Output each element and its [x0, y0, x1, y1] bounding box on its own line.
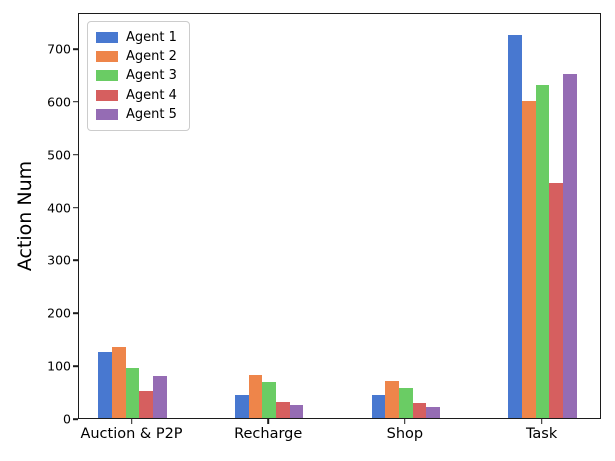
y-tick-label: 200 [47, 305, 71, 321]
legend-label: Agent 3 [126, 68, 177, 84]
y-tick-mark [73, 101, 78, 103]
legend-label: Agent 2 [126, 49, 177, 65]
legend-label: Agent 4 [126, 87, 177, 103]
bar-agent-2-1 [248, 375, 263, 418]
y-tick-label: 700 [47, 41, 71, 57]
x-tick-mark [404, 419, 406, 424]
x-tick-mark [130, 419, 133, 424]
y-tick-label: 0 [63, 411, 71, 427]
bar-agent-3-1 [262, 382, 277, 418]
y-tick-label: 400 [47, 200, 71, 216]
bar-agent-5-0 [153, 375, 167, 418]
y-tick-label: 600 [47, 94, 71, 110]
legend-entry-3: Agent 3 [96, 67, 177, 85]
bar-agent-4-2 [412, 403, 427, 418]
bar-agent-5-2 [426, 407, 441, 418]
y-tick-mark [73, 153, 78, 156]
bar-agent-5-3 [563, 74, 577, 418]
bar-agent-2-0 [111, 346, 126, 418]
x-tick-label: Recharge [234, 426, 303, 442]
legend-label: Agent 1 [126, 29, 177, 45]
legend: Agent 1 Agent 2 Agent 3 Agent 4 Agent 5 [87, 21, 190, 131]
bar-agent-3-0 [125, 367, 140, 418]
y-tick-mark [73, 206, 78, 209]
bar-agent-3-3 [535, 84, 550, 418]
bar-agent-4-1 [276, 402, 290, 418]
x-tick-label: Shop [386, 426, 424, 442]
legend-swatch-icon [96, 109, 118, 121]
x-tick-label: Task [525, 426, 558, 442]
legend-swatch-icon [96, 70, 118, 82]
legend-swatch-icon [96, 89, 118, 101]
y-tick-mark [73, 312, 78, 315]
bar-agent-1-1 [235, 394, 249, 418]
y-tick-mark [73, 418, 78, 420]
legend-label: Agent 5 [126, 107, 177, 123]
x-tick-mark [540, 419, 543, 424]
plot-area: Agent 1 Agent 2 Agent 3 Agent 4 Agent 5 [78, 13, 601, 419]
legend-entry-1: Agent 1 [96, 28, 177, 46]
bar-agent-3-2 [399, 387, 413, 418]
x-tick-mark [267, 419, 269, 424]
legend-swatch-icon [96, 31, 118, 43]
bar-agent-4-3 [549, 182, 564, 418]
bar-agent-1-0 [98, 351, 112, 418]
legend-entry-5: Agent 5 [96, 106, 177, 124]
bar-agent-2-2 [385, 381, 400, 418]
bar-agent-1-3 [508, 34, 523, 418]
bar-agent-4-0 [139, 390, 153, 418]
legend-swatch-icon [96, 51, 118, 63]
y-tick-label: 100 [47, 358, 71, 374]
legend-entry-4: Agent 4 [96, 86, 177, 104]
bar-agent-1-2 [371, 394, 386, 418]
bar-agent-5-1 [289, 404, 304, 418]
y-tick-mark [73, 48, 78, 50]
legend-entry-2: Agent 2 [96, 47, 177, 65]
y-tick-label: 300 [47, 252, 71, 268]
x-tick-label: Auction & P2P [80, 426, 183, 442]
y-tick-mark [73, 365, 78, 367]
y-tick-mark [73, 259, 78, 262]
y-tick-label: 500 [47, 147, 71, 163]
bar-agent-2-3 [522, 100, 536, 418]
